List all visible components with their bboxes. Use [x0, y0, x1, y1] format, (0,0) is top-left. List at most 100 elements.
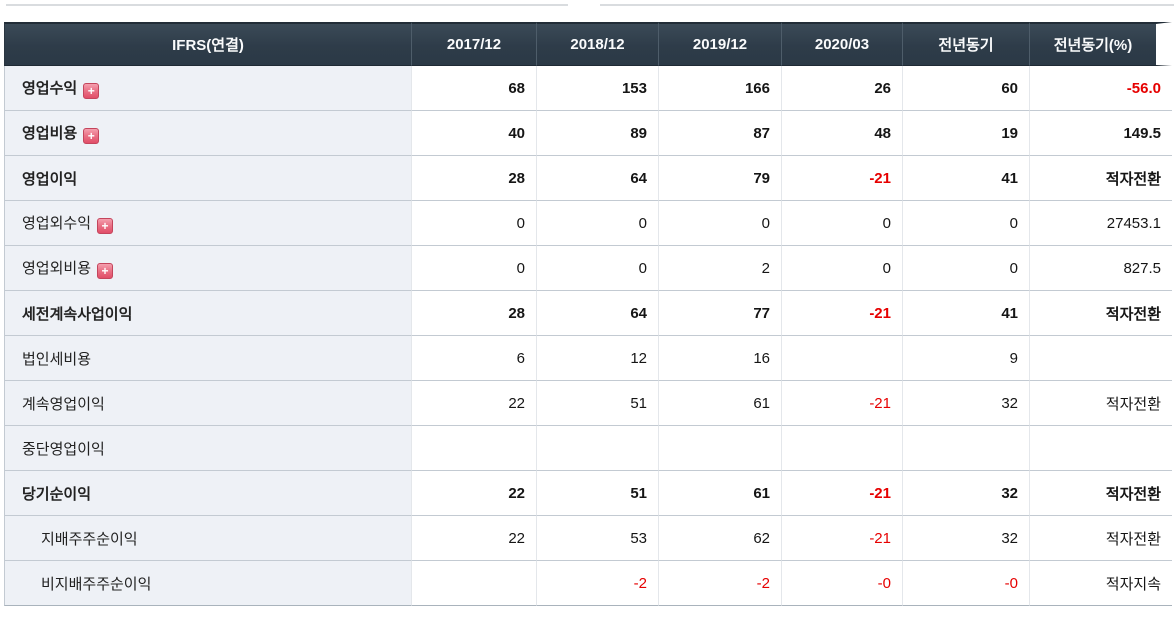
row-label-cell: 영업이익: [4, 156, 411, 201]
value-cell-전년동기(%): 149.5: [1029, 111, 1172, 156]
expand-icon[interactable]: +: [83, 83, 100, 99]
value-cell-2019/12: [658, 426, 781, 471]
value-cell-2019/12: 61: [658, 471, 781, 516]
value-cell-2017/12: 68: [411, 66, 536, 111]
column-header-2019-12: 2019/12: [658, 22, 781, 66]
value-cell-2017/12: 0: [411, 246, 536, 291]
value-cell-2019/12: 61: [658, 381, 781, 426]
value-cell-2020/03: -21: [781, 381, 902, 426]
row-label: 영업외수익: [22, 215, 92, 232]
value-cell-2018/12: 0: [536, 201, 658, 246]
table-row: 영업수익 +68 153 166 26 60 -56.0: [4, 66, 1172, 111]
value-cell-전년동기: 41: [902, 156, 1029, 201]
value-cell-2018/12: [536, 426, 658, 471]
column-header-2018-12: 2018/12: [536, 22, 658, 66]
value-cell-2018/12: 153: [536, 66, 658, 111]
value-cell-2019/12: 79: [658, 156, 781, 201]
value-cell-2019/12: 166: [658, 66, 781, 111]
row-label: 영업비용: [22, 125, 78, 142]
value-cell-2019/12: 62: [658, 516, 781, 561]
value-cell-2018/12: 51: [536, 471, 658, 516]
value-cell-2019/12: 87: [658, 111, 781, 156]
value-cell-2019/12: 0: [658, 201, 781, 246]
value-cell-2017/12: 40: [411, 111, 536, 156]
value-cell-전년동기(%): 적자전환: [1029, 156, 1172, 201]
column-header-ifrs: IFRS(연결): [4, 22, 411, 66]
row-label-cell: 비지배주주순이익: [4, 561, 411, 606]
value-cell-전년동기(%): 적자전환: [1029, 516, 1172, 561]
value-cell-전년동기(%): -56.0: [1029, 66, 1172, 111]
value-cell-2017/12: 22: [411, 516, 536, 561]
column-header-2017-12: 2017/12: [411, 22, 536, 66]
header-row: IFRS(연결) 2017/12 2018/12 2019/12 2020/03…: [4, 22, 1172, 66]
row-label: 비지배주주순이익: [41, 575, 152, 593]
value-cell-2020/03: -21: [781, 471, 902, 516]
row-label: 당기순이익: [22, 485, 92, 503]
value-cell-전년동기(%): 적자전환: [1029, 471, 1172, 516]
row-label-cell: 법인세비용: [4, 336, 411, 381]
value-cell-전년동기: 60: [902, 66, 1029, 111]
table-row: 계속영업이익 22 51 61 -21 32 적자전환: [4, 381, 1172, 426]
expand-icon[interactable]: +: [97, 263, 114, 279]
value-cell-2018/12: 0: [536, 246, 658, 291]
value-cell-2020/03: 0: [781, 201, 902, 246]
value-cell-2017/12: [411, 561, 536, 606]
expand-icon[interactable]: +: [97, 218, 114, 234]
row-label: 영업외비용: [22, 260, 92, 277]
value-cell-2020/03: -21: [781, 516, 902, 561]
value-cell-2018/12: 64: [536, 291, 658, 336]
value-cell-전년동기: 32: [902, 381, 1029, 426]
value-cell-2020/03: -21: [781, 156, 902, 201]
value-cell-2017/12: 22: [411, 471, 536, 516]
value-cell-2020/03: 26: [781, 66, 902, 111]
column-header-yoy: 전년동기: [902, 22, 1029, 66]
row-label-cell: 세전계속사업이익: [4, 291, 411, 336]
table-row: 영업이익 28 64 79 -21 41 적자전환: [4, 156, 1172, 201]
table-row: 비지배주주순이익 -2 -2 -0 -0 적자지속: [4, 561, 1172, 606]
table-row: 세전계속사업이익 28 64 77 -21 41 적자전환: [4, 291, 1172, 336]
expand-icon[interactable]: +: [83, 128, 100, 144]
value-cell-전년동기: 41: [902, 291, 1029, 336]
row-label: 중단영업이익: [22, 440, 105, 458]
value-cell-전년동기: 0: [902, 246, 1029, 291]
value-cell-전년동기(%): [1029, 336, 1172, 381]
table-row: 당기순이익 22 51 61 -21 32 적자전환: [4, 471, 1172, 516]
value-cell-전년동기(%): 적자지속: [1029, 561, 1172, 606]
row-label-cell: 계속영업이익: [4, 381, 411, 426]
value-cell-2020/03: -0: [781, 561, 902, 606]
row-label-cell: 영업수익 +: [4, 66, 411, 111]
table-row: 지배주주순이익 22 53 62 -21 32 적자전환: [4, 516, 1172, 561]
value-cell-2018/12: -2: [536, 561, 658, 606]
row-label: 지배주주순이익: [41, 530, 138, 548]
value-cell-전년동기: 19: [902, 111, 1029, 156]
row-label-cell: 지배주주순이익: [4, 516, 411, 561]
value-cell-2019/12: 2: [658, 246, 781, 291]
top-divider-left: [6, 4, 568, 6]
table-header: IFRS(연결) 2017/12 2018/12 2019/12 2020/03…: [4, 22, 1172, 66]
value-cell-전년동기: 0: [902, 201, 1029, 246]
value-cell-2017/12: 28: [411, 291, 536, 336]
financial-statement-table: IFRS(연결) 2017/12 2018/12 2019/12 2020/03…: [4, 22, 1172, 606]
value-cell-2017/12: 28: [411, 156, 536, 201]
table-body: 영업수익 +68 153 166 26 60 -56.0 영업비용 +40 89 87 48 19 149…: [4, 66, 1172, 606]
value-cell-전년동기(%): 적자전환: [1029, 381, 1172, 426]
table-row: 영업외수익 +0 0 0 0 0 27453.1: [4, 201, 1172, 246]
row-label: 계속영업이익: [22, 395, 105, 413]
row-label: 영업이익: [22, 170, 78, 188]
value-cell-2018/12: 51: [536, 381, 658, 426]
value-cell-2019/12: 77: [658, 291, 781, 336]
value-cell-2018/12: 12: [536, 336, 658, 381]
value-cell-2018/12: 64: [536, 156, 658, 201]
table-row: 중단영업이익: [4, 426, 1172, 471]
value-cell-전년동기: [902, 426, 1029, 471]
value-cell-전년동기(%): 27453.1: [1029, 201, 1172, 246]
value-cell-전년동기: 32: [902, 516, 1029, 561]
row-label-cell: 중단영업이익: [4, 426, 411, 471]
value-cell-2020/03: [781, 336, 902, 381]
value-cell-전년동기(%): 적자전환: [1029, 291, 1172, 336]
value-cell-2020/03: -21: [781, 291, 902, 336]
value-cell-2019/12: -2: [658, 561, 781, 606]
value-cell-2017/12: [411, 426, 536, 471]
row-label: 세전계속사업이익: [22, 305, 133, 323]
value-cell-전년동기: 32: [902, 471, 1029, 516]
